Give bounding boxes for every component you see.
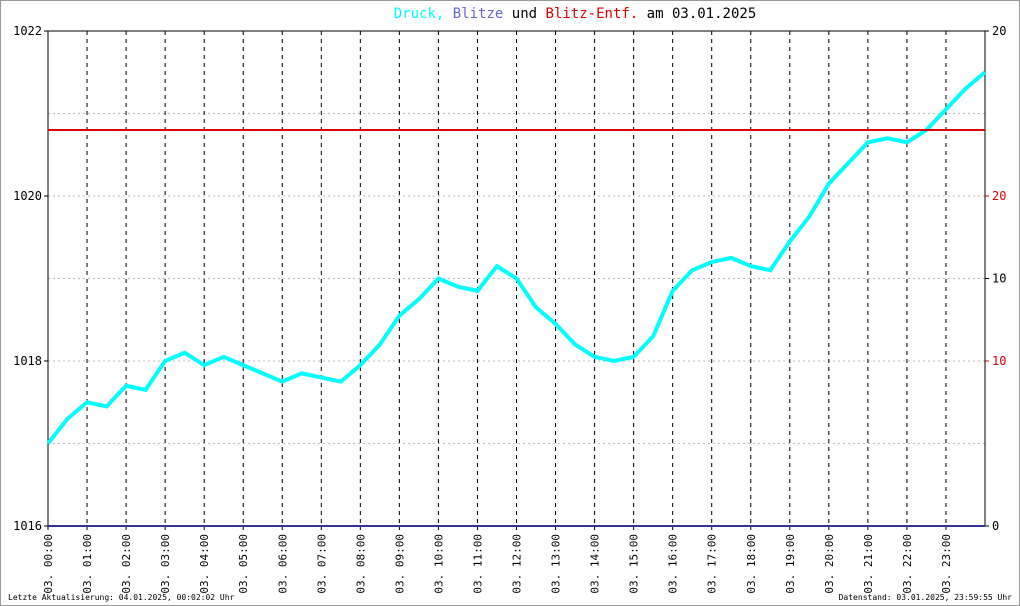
y3-tick-label: 10: [992, 354, 1006, 368]
x-tick-label: 03. 21:00: [862, 534, 875, 594]
y2-tick-label: 20: [992, 24, 1006, 38]
x-tick-label: 03. 05:00: [237, 534, 250, 594]
x-tick-label: 03. 20:00: [823, 534, 836, 594]
y-tick-label: 1022: [13, 24, 42, 38]
y-tick-label: 1020: [13, 189, 42, 203]
x-tick-label: 03. 13:00: [550, 534, 563, 594]
title-series: Blitz-Entf.: [546, 6, 639, 22]
x-tick-label: 03. 17:00: [706, 534, 719, 594]
x-tick-label: 03. 07:00: [315, 534, 328, 594]
x-tick-label: 03. 06:00: [276, 534, 289, 594]
chart-title: Druck, Blitze und Blitz-Entf. am 03.01.2…: [394, 6, 757, 22]
x-tick-label: 03. 14:00: [589, 534, 602, 594]
footer-left: Letzte Aktualisierung: 04.01.2025, 00:02…: [8, 593, 235, 602]
y2-tick-label: 10: [992, 272, 1006, 286]
x-tick-label: 03. 19:00: [784, 534, 797, 594]
y2-tick-label: 0: [992, 519, 999, 533]
x-tick-label: 03. 01:00: [81, 534, 94, 594]
x-tick-label: 03. 18:00: [745, 534, 758, 594]
x-tick-label: 03. 08:00: [354, 534, 367, 594]
y-tick-label: 1016: [13, 519, 42, 533]
x-tick-label: 03. 00:00: [42, 534, 55, 594]
series-line: [46, 70, 987, 445]
x-tick-label: 03. 22:00: [901, 534, 914, 594]
x-tick-label: 03. 09:00: [393, 534, 406, 594]
title-part: und: [512, 6, 537, 22]
title-part: am 03.01.2025: [647, 6, 757, 22]
x-tick-label: 03. 02:00: [120, 534, 133, 594]
title-part: ,: [436, 6, 444, 22]
title-series: Blitze: [453, 6, 504, 22]
x-tick-label: 03. 03:00: [159, 534, 172, 594]
x-tick-label: 03. 10:00: [432, 534, 445, 594]
x-tick-label: 03. 11:00: [471, 534, 484, 594]
x-tick-label: 03. 23:00: [940, 534, 953, 594]
footer-right: Datenstand: 03.01.2025, 23:59:55 Uhr: [839, 593, 1013, 602]
x-tick-label: 03. 12:00: [511, 534, 524, 594]
title-series: Druck: [394, 6, 437, 22]
x-tick-label: 03. 04:00: [198, 534, 211, 594]
y-tick-label: 1018: [13, 354, 42, 368]
x-tick-label: 03. 15:00: [628, 534, 641, 594]
x-tick-label: 03. 16:00: [667, 534, 680, 594]
y3-tick-label: 20: [992, 189, 1006, 203]
